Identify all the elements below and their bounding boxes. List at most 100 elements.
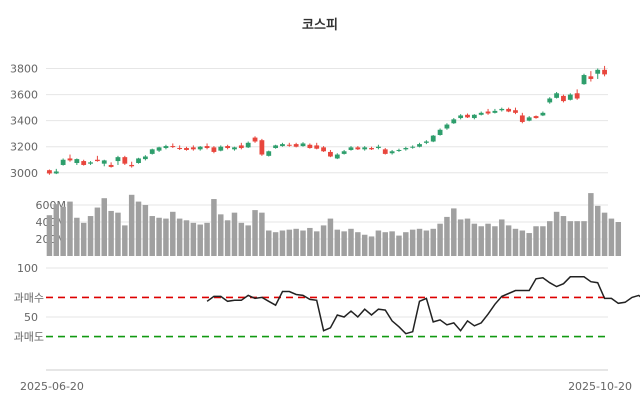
volume-bar xyxy=(122,225,128,256)
candle-body xyxy=(300,143,306,147)
volume-bar xyxy=(128,194,135,256)
candle-body xyxy=(232,147,237,150)
candle-body xyxy=(81,161,87,165)
oversold-label: 과매도 xyxy=(14,331,44,344)
volume-bar xyxy=(348,228,354,256)
volume-bar xyxy=(156,217,162,256)
volume-bar xyxy=(601,212,608,256)
candle-body xyxy=(259,140,265,155)
candle-body xyxy=(245,142,251,148)
volume-bar xyxy=(492,226,498,256)
volume-bar xyxy=(581,221,587,256)
volume-bar xyxy=(368,236,375,256)
volume-bar xyxy=(286,229,293,256)
candle-body xyxy=(108,164,114,167)
candle-body xyxy=(280,144,285,147)
candle-body xyxy=(334,154,340,159)
candle-body xyxy=(53,171,59,174)
candle-body xyxy=(252,137,258,142)
volume-bar xyxy=(588,193,594,256)
rsi-tick-label: 100 xyxy=(17,262,38,275)
rsi-series-line xyxy=(206,276,640,335)
candle-body xyxy=(595,69,601,74)
price-tick-label: 3800 xyxy=(10,63,38,76)
volume-bar xyxy=(471,223,478,256)
candle-body xyxy=(423,141,429,143)
volume-bar xyxy=(101,198,107,256)
volume-bar xyxy=(313,231,320,256)
volume-bar xyxy=(252,210,258,256)
candle-body xyxy=(122,157,128,164)
volume-bar xyxy=(327,218,334,256)
candle-body xyxy=(74,159,80,164)
candle-body xyxy=(177,148,183,150)
volume-bar xyxy=(307,227,313,256)
volume-bar xyxy=(266,230,272,256)
candle-body xyxy=(451,119,457,124)
overbought-label: 과매수 xyxy=(14,291,44,304)
candle-body xyxy=(307,144,313,149)
candle-body xyxy=(369,148,374,150)
volume-bar xyxy=(183,220,190,256)
candle-body xyxy=(136,158,141,164)
candle-body xyxy=(355,147,361,150)
candle-body xyxy=(396,149,402,151)
volume-bar xyxy=(499,219,505,256)
volume-bar xyxy=(149,216,155,256)
volume-bar xyxy=(389,231,395,256)
candle-body xyxy=(211,147,217,152)
volume-bar xyxy=(355,232,361,256)
x-end-label: 2025-10-20 xyxy=(568,380,632,393)
chart-title: 코스피 xyxy=(302,18,338,33)
candle-body xyxy=(273,145,278,149)
candle-body xyxy=(506,108,512,112)
candle-body xyxy=(403,148,409,150)
volume-bar xyxy=(46,215,53,256)
volume-bar xyxy=(478,226,484,256)
volume-bar xyxy=(574,221,580,256)
volume-bar xyxy=(594,205,601,256)
volume-bar xyxy=(361,234,368,256)
volume-bar xyxy=(108,210,114,256)
candle-body xyxy=(218,146,224,151)
volume-bar xyxy=(560,216,567,256)
candle-body xyxy=(190,147,196,150)
candle-body xyxy=(492,110,498,113)
volume-bar xyxy=(231,212,238,256)
candle-body xyxy=(293,144,299,147)
volume-bar xyxy=(416,228,423,256)
volume-bar xyxy=(190,222,197,256)
x-start-label: 2025-06-20 xyxy=(20,380,84,393)
volume-bar xyxy=(451,208,457,256)
candle-body xyxy=(321,147,326,152)
volume-bar xyxy=(444,216,450,256)
volume-bar xyxy=(437,223,443,256)
rsi-tick-label: 50 xyxy=(24,311,38,324)
volume-bar xyxy=(300,230,306,256)
candle-body xyxy=(533,116,539,119)
candle-body xyxy=(561,95,566,102)
candle-body xyxy=(328,151,333,157)
volume-bar xyxy=(512,228,519,256)
candle-body xyxy=(444,124,450,129)
volume-bar xyxy=(293,228,299,256)
volume-bar xyxy=(396,235,402,256)
volume-bar xyxy=(567,221,574,256)
candle-body xyxy=(348,147,354,150)
volume-bar xyxy=(279,230,286,256)
candle-body xyxy=(286,144,292,146)
volume-bar xyxy=(80,222,87,256)
volume-bar xyxy=(176,218,183,256)
candle-body xyxy=(238,145,244,149)
volume-bar xyxy=(615,222,622,256)
volume-bar xyxy=(526,233,532,256)
volume-bar xyxy=(547,221,553,256)
volume-bar xyxy=(464,218,471,256)
candle-body xyxy=(458,115,464,119)
candle-body xyxy=(465,114,470,118)
candle-body xyxy=(225,146,231,149)
candle-body xyxy=(389,151,395,154)
candle-body xyxy=(581,75,587,85)
volume-bar xyxy=(60,206,66,256)
